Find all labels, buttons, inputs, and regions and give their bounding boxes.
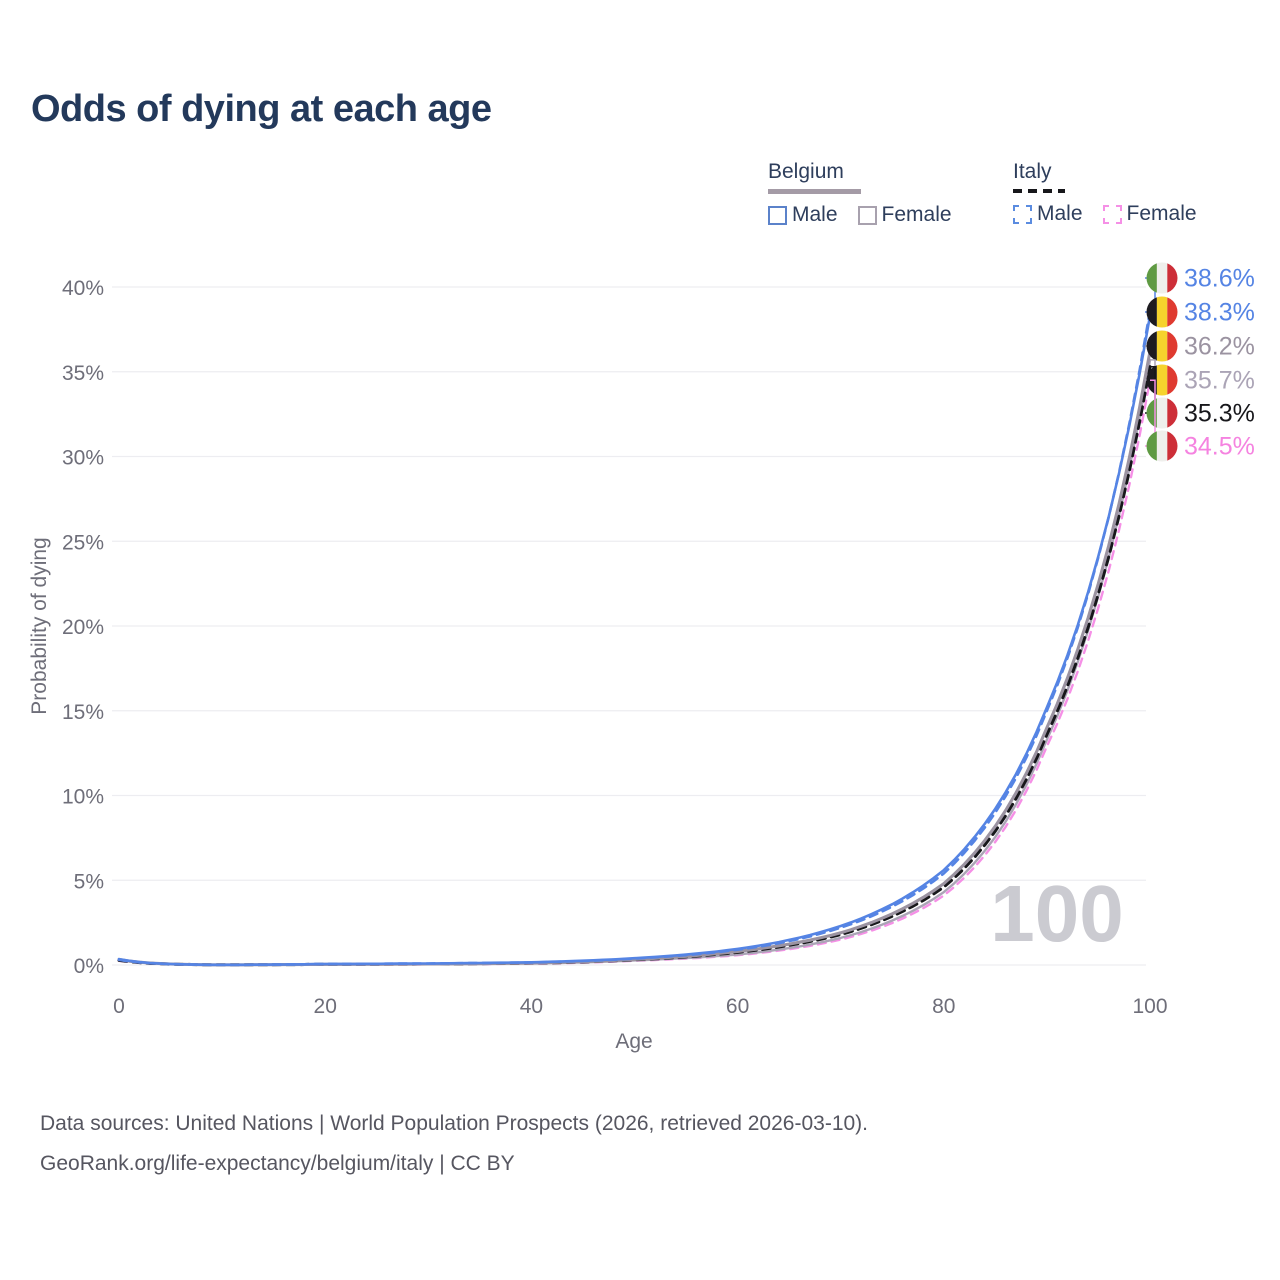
italy-male-swatch-icon (1013, 204, 1032, 224)
legend-item-belgium-male[interactable]: Male (768, 203, 838, 227)
footer: Data sources: United Nations | World Pop… (40, 1104, 868, 1184)
italy-line-style-indicator (1013, 189, 1065, 193)
series-lines (117, 309, 1152, 967)
legend-label: Female (1126, 202, 1197, 225)
legend-item-italy-male[interactable]: Male (1013, 202, 1083, 226)
belgium-flag-icon (1146, 330, 1178, 362)
end-value-label: 38.6% (1184, 265, 1255, 293)
y-axis-tick-label: 5% (74, 870, 104, 893)
italy-flag-icon (1146, 262, 1178, 294)
y-axis-tick-label: 10% (62, 786, 104, 809)
italy-female-swatch-icon (1102, 204, 1122, 224)
series-line-italy-male (117, 309, 1152, 967)
legend-item-italy-female[interactable]: Female (1102, 202, 1197, 226)
end-value-label: 38.3% (1184, 299, 1255, 327)
line-chart-plot-area[interactable]: 0% 5% 10% 15% 20% 25% 30% 35% 40% 0 20 40 60 80 100 Age… (0, 0, 1280, 1080)
x-axis-tick-label: 0 (113, 995, 125, 1018)
legend-country-italy[interactable]: Italy (1013, 160, 1052, 183)
end-value-label: 36.2% (1184, 333, 1255, 361)
y-axis-tick-label: 25% (62, 531, 104, 554)
legend-label: Male (792, 203, 838, 226)
italy-flag-icon (1146, 430, 1178, 462)
end-value-label: 35.7% (1184, 367, 1255, 395)
legend-label: Female (881, 203, 952, 226)
end-labels: 38.6% 38.3% 36.2% 35.7% 35.3% 34.5% (1145, 262, 1255, 462)
legend-group-belgium: Belgium Male Female (768, 160, 952, 227)
y-axis-tick-label: 40% (62, 277, 104, 300)
x-axis-tick-label: 20 (314, 995, 337, 1018)
legend-country-belgium[interactable]: Belgium (768, 160, 844, 183)
legend-label: Male (1037, 202, 1083, 225)
attribution-link[interactable]: GeoRank.org/life-expectancy/belgium/ital… (40, 1152, 515, 1175)
hover-age-watermark: 100 (990, 869, 1123, 958)
belgium-male-swatch-icon (768, 205, 787, 225)
x-axis-title: Age (615, 1030, 652, 1053)
end-value-label: 34.5% (1184, 433, 1255, 461)
y-axis-tick-label: 35% (62, 362, 104, 385)
series-line-belgium-male (117, 314, 1152, 967)
italy-flag-icon (1146, 397, 1178, 429)
belgium-line-style-indicator (768, 189, 861, 194)
y-axis-tick-label: 30% (62, 447, 104, 470)
legend-item-belgium-female[interactable]: Female (857, 203, 952, 227)
belgium-flag-icon (1146, 296, 1178, 328)
page-title: Odds of dying at each age (31, 88, 492, 130)
legend-group-italy: Italy Male Female (1013, 160, 1197, 226)
data-source-note: Data sources: United Nations | World Pop… (40, 1112, 869, 1135)
y-axis-tick-label: 0% (74, 955, 104, 978)
x-axis-tick-label: 100 (1132, 995, 1167, 1018)
gridlines: 0% 5% 10% 15% 20% 25% 30% 35% 40% (62, 277, 1146, 978)
y-axis-title: Probability of dying (28, 537, 51, 714)
y-axis-tick-label: 20% (62, 616, 104, 639)
end-value-label: 35.3% (1184, 400, 1255, 428)
x-axis-tick-label: 80 (932, 995, 955, 1018)
x-axis-tick-label: 60 (726, 995, 749, 1018)
x-axis: 0 20 40 60 80 100 Age (113, 995, 1167, 1053)
y-axis-tick-label: 15% (62, 701, 104, 724)
x-axis-tick-label: 40 (520, 995, 543, 1018)
belgium-female-swatch-icon (857, 205, 877, 225)
